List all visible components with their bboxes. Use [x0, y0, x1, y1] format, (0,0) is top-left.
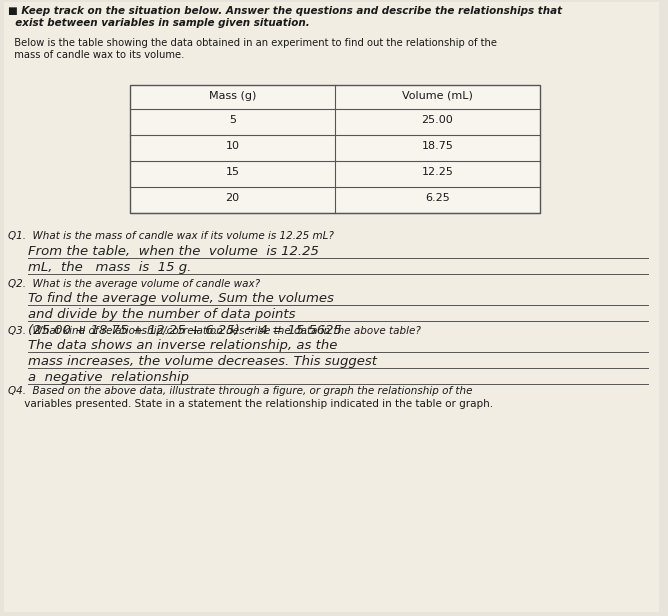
Text: mL,  the   mass  is  15 g.: mL, the mass is 15 g.: [28, 261, 191, 274]
Text: variables presented. State in a statement the relationship indicated in the tabl: variables presented. State in a statemen…: [8, 399, 493, 409]
Text: Q2.  What is the average volume of candle wax?: Q2. What is the average volume of candle…: [8, 279, 260, 289]
Text: ■ Keep track on the situation below. Answer the questions and describe the relat: ■ Keep track on the situation below. Ans…: [8, 6, 562, 16]
Text: exist between variables in sample given situation.: exist between variables in sample given …: [8, 18, 310, 28]
Text: 15: 15: [226, 167, 240, 177]
Text: Below is the table showing the data obtained in an experiment to find out the re: Below is the table showing the data obta…: [8, 38, 497, 48]
Text: Q4.  Based on the above data, illustrate through a figure, or graph the relation: Q4. Based on the above data, illustrate …: [8, 386, 472, 396]
Text: Volume (mL): Volume (mL): [402, 91, 473, 101]
Text: From the table,  when the  volume  is 12.25: From the table, when the volume is 12.25: [28, 245, 319, 258]
Text: To find the average volume, Sum the volumes: To find the average volume, Sum the volu…: [28, 292, 334, 305]
Text: and divide by the number of data points: and divide by the number of data points: [28, 308, 295, 321]
Text: Q3.  What kind of relationship/correlation describe the data in the above table?: Q3. What kind of relationship/correlatio…: [8, 326, 421, 336]
Text: The data shows an inverse relationship, as the: The data shows an inverse relationship, …: [28, 339, 337, 352]
Text: 25.00: 25.00: [422, 115, 454, 125]
Text: 5: 5: [229, 115, 236, 125]
Text: Q1.  What is the mass of candle wax if its volume is 12.25 mL?: Q1. What is the mass of candle wax if it…: [8, 231, 334, 241]
Text: mass increases, the volume decreases. This suggest: mass increases, the volume decreases. Th…: [28, 355, 377, 368]
FancyBboxPatch shape: [130, 85, 540, 213]
Text: (25.00 + 18.75 + 12.25 + 6.25) ÷ 4 = 15.5625: (25.00 + 18.75 + 12.25 + 6.25) ÷ 4 = 15.…: [28, 324, 342, 337]
Text: 6.25: 6.25: [425, 193, 450, 203]
Text: 18.75: 18.75: [422, 141, 454, 151]
Text: 10: 10: [226, 141, 240, 151]
Text: mass of candle wax to its volume.: mass of candle wax to its volume.: [8, 50, 184, 60]
Text: Mass (g): Mass (g): [209, 91, 257, 101]
Text: 12.25: 12.25: [422, 167, 454, 177]
Text: a  negative  relationship: a negative relationship: [28, 371, 189, 384]
Text: 20: 20: [225, 193, 240, 203]
FancyBboxPatch shape: [4, 2, 659, 612]
